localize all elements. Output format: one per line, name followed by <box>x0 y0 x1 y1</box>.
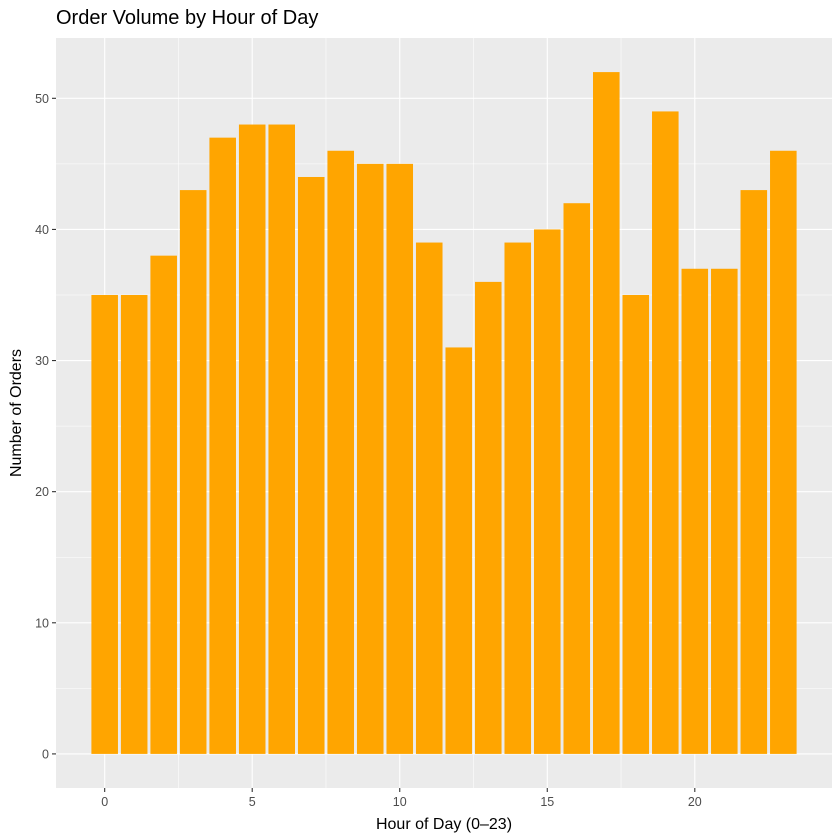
bar-hour-2 <box>150 255 177 754</box>
x-tick-label: 0 <box>101 795 108 809</box>
bar-hour-21 <box>711 268 738 754</box>
bar-hour-13 <box>474 281 502 754</box>
bar-hour-6 <box>268 124 295 754</box>
x-axis-title: Hour of Day (0–23) <box>376 816 512 833</box>
chart-title: Order Volume by Hour of Day <box>56 7 318 29</box>
bar-hour-16 <box>563 203 591 754</box>
bar-hour-3 <box>179 190 207 754</box>
bar-hour-12 <box>445 347 473 754</box>
bar-hour-10 <box>386 163 414 754</box>
bars <box>91 72 797 754</box>
bar-hour-18 <box>622 294 650 754</box>
x-tick-label: 15 <box>540 795 554 809</box>
bar-hour-0 <box>91 294 118 754</box>
x-axis: 0 5 10 15 20 <box>101 788 702 809</box>
bar-hour-1 <box>120 294 148 754</box>
y-tick-label: 0 <box>42 747 49 761</box>
x-tick-label: 20 <box>688 795 702 809</box>
y-tick-label: 30 <box>35 354 49 368</box>
y-tick-label: 20 <box>35 485 49 499</box>
bar-hour-22 <box>740 190 768 754</box>
y-axis-title: Number of Orders <box>8 349 25 477</box>
bar-hour-11 <box>415 242 443 754</box>
bar-hour-7 <box>297 176 325 754</box>
y-tick-label: 10 <box>35 616 49 630</box>
bar-hour-20 <box>681 268 709 754</box>
x-tick-label: 5 <box>249 795 256 809</box>
bar-hour-5 <box>238 124 266 754</box>
bar-hour-15 <box>533 229 561 754</box>
bar-hour-14 <box>504 242 532 754</box>
bar-hour-8 <box>327 150 355 754</box>
y-tick-label: 50 <box>35 92 49 106</box>
x-tick-label: 10 <box>393 795 407 809</box>
bar-hour-9 <box>356 163 384 754</box>
y-axis: 0 10 20 30 40 50 <box>35 92 56 761</box>
bar-hour-23 <box>770 150 797 754</box>
bar-hour-4 <box>209 137 236 754</box>
bar-hour-19 <box>652 111 679 754</box>
bar-hour-17 <box>593 72 620 754</box>
y-tick-label: 40 <box>35 223 49 237</box>
